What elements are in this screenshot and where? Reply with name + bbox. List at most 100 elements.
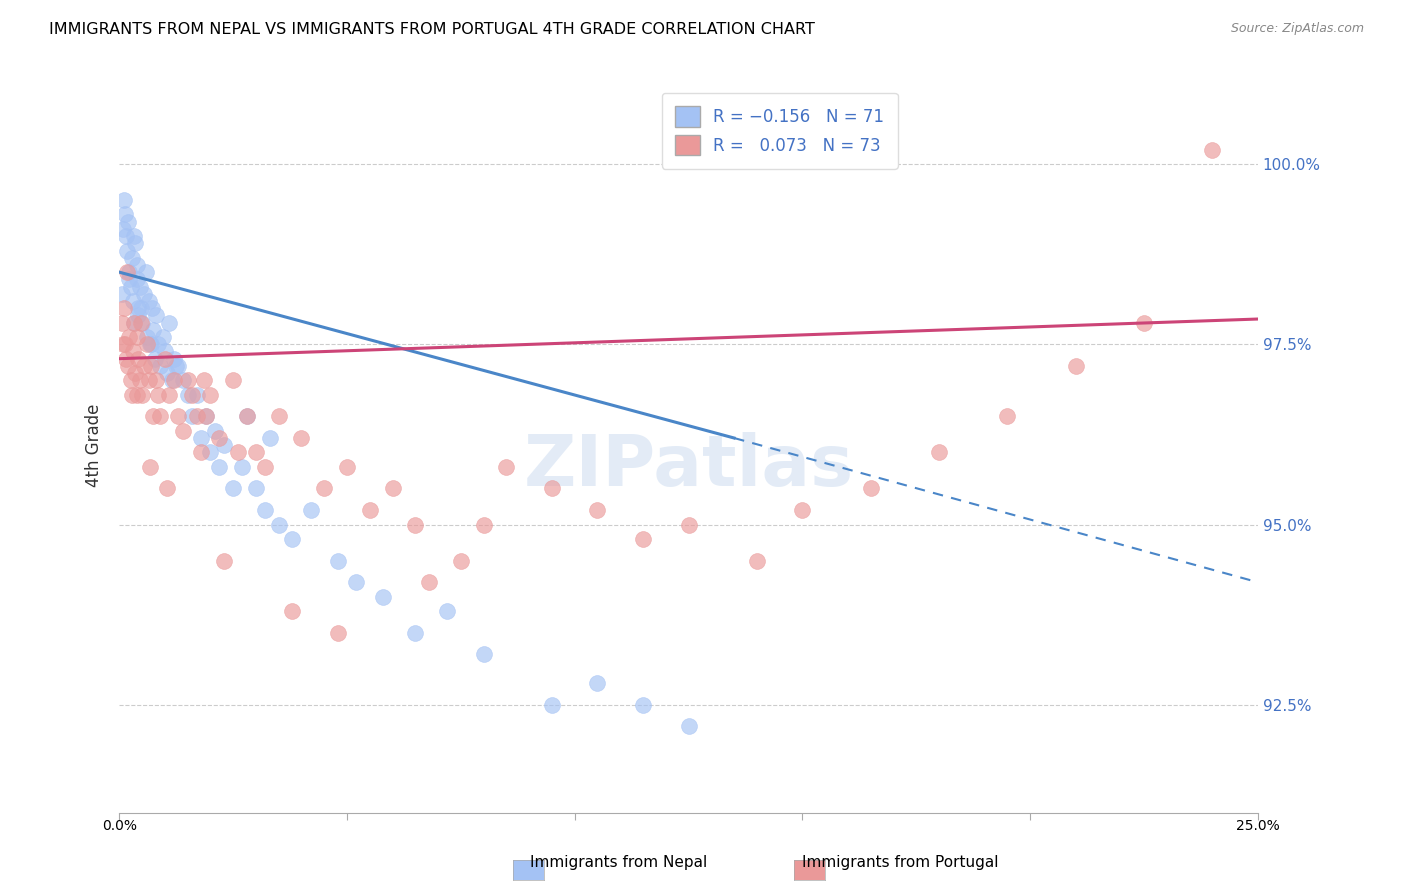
Point (172, 373, 194, 387)
Text: Immigrants from Nepal: Immigrants from Nepal (530, 855, 707, 870)
Point (124, 366, 146, 380)
Point (117, 215, 139, 229)
Point (122, 229, 145, 244)
Point (245, 482, 267, 496)
Point (172, 424, 194, 438)
Point (139, 459, 162, 474)
Point (181, 409, 204, 424)
Point (190, 445, 212, 459)
Point (245, 445, 267, 459)
Point (194, 409, 217, 424)
Point (141, 301, 163, 316)
Point (204, 424, 226, 438)
Point (586, 676, 609, 690)
Point (138, 293, 160, 308)
Point (586, 503, 609, 517)
Point (859, 482, 882, 496)
Point (200, 445, 222, 459)
Y-axis label: 4th Grade: 4th Grade (86, 403, 103, 487)
Point (135, 265, 157, 279)
Point (1133, 316, 1156, 330)
Point (1064, 359, 1087, 373)
Point (267, 517, 290, 532)
Point (118, 265, 141, 279)
Point (792, 503, 814, 517)
Point (124, 236, 146, 251)
Point (146, 337, 169, 351)
Point (181, 388, 204, 402)
Point (125, 272, 148, 286)
Point (145, 309, 167, 323)
Point (163, 373, 186, 387)
Point (436, 604, 458, 618)
Point (127, 301, 149, 316)
Point (121, 388, 143, 402)
Point (253, 459, 276, 474)
Point (359, 503, 381, 517)
Point (111, 222, 134, 236)
Point (115, 229, 138, 244)
Point (134, 286, 156, 301)
Point (418, 575, 440, 590)
Text: IMMIGRANTS FROM NEPAL VS IMMIGRANTS FROM PORTUGAL 4TH GRADE CORRELATION CHART: IMMIGRANTS FROM NEPAL VS IMMIGRANTS FROM… (49, 22, 815, 37)
Point (208, 431, 231, 445)
Point (122, 316, 145, 330)
Point (156, 366, 179, 380)
Point (231, 459, 253, 474)
Point (212, 438, 235, 452)
Point (127, 258, 149, 272)
Point (995, 409, 1018, 424)
Point (146, 388, 169, 402)
Point (299, 503, 322, 517)
Point (141, 359, 163, 373)
Point (117, 359, 139, 373)
Point (145, 373, 167, 387)
Point (745, 553, 768, 567)
Point (186, 388, 208, 402)
Point (472, 648, 495, 662)
Point (156, 482, 179, 496)
Point (117, 244, 139, 258)
Text: Immigrants from Portugal: Immigrants from Portugal (801, 855, 998, 870)
Point (163, 351, 186, 366)
Point (157, 388, 180, 402)
Point (131, 388, 153, 402)
Point (114, 207, 136, 221)
Point (281, 532, 304, 546)
Point (127, 351, 149, 366)
Point (121, 251, 143, 265)
Point (110, 286, 132, 301)
Point (135, 330, 157, 344)
Point (110, 316, 132, 330)
Point (541, 482, 564, 496)
Point (117, 265, 139, 279)
Point (120, 279, 142, 293)
Point (326, 625, 349, 640)
Text: 25.0%: 25.0% (1236, 819, 1279, 833)
Point (112, 301, 135, 316)
Point (129, 316, 152, 330)
Point (236, 409, 259, 424)
Point (336, 459, 359, 474)
Point (142, 323, 165, 337)
Point (157, 316, 180, 330)
Point (152, 330, 174, 344)
Point (128, 279, 150, 293)
Point (290, 431, 312, 445)
Point (118, 330, 141, 344)
Point (135, 337, 157, 351)
Point (153, 351, 176, 366)
Point (141, 337, 163, 351)
Point (450, 553, 472, 567)
Point (678, 719, 700, 733)
Text: ZIPatlas: ZIPatlas (523, 433, 853, 501)
Point (193, 373, 215, 387)
Point (495, 459, 517, 474)
Point (139, 337, 162, 351)
Point (314, 482, 336, 496)
Point (153, 344, 176, 359)
Point (120, 373, 142, 387)
Point (631, 532, 654, 546)
Point (326, 553, 349, 567)
Text: Source: ZipAtlas.com: Source: ZipAtlas.com (1230, 22, 1364, 36)
